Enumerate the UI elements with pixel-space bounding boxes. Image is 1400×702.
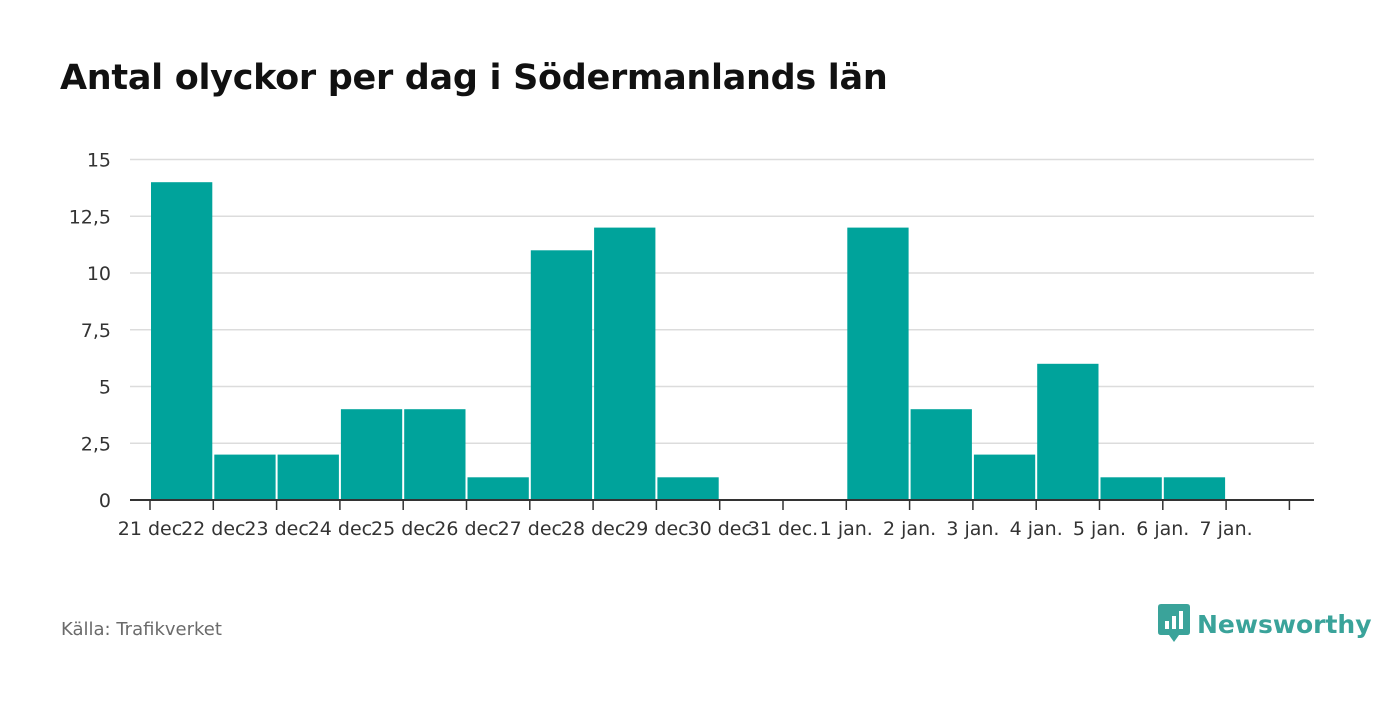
x-tick-label: 4 jan. xyxy=(1010,518,1063,540)
y-tick-label: 15 xyxy=(87,150,111,172)
x-tick-label: 7 jan. xyxy=(1200,518,1253,540)
newsworthy-logo-icon xyxy=(1158,604,1190,642)
bar xyxy=(467,477,529,500)
bar xyxy=(594,227,656,500)
x-tick-label: 2 jan. xyxy=(883,518,936,540)
brand-name: Newsworthy xyxy=(1197,609,1372,639)
x-tick-label: 27 dec xyxy=(498,518,562,540)
x-tick-label: 5 jan. xyxy=(1073,518,1126,540)
bar xyxy=(151,182,213,500)
x-axis-ticks xyxy=(149,500,1291,510)
x-tick-label: 21 dec xyxy=(118,518,182,540)
x-tick-label: 25 dec xyxy=(371,518,435,540)
x-tick-label: 6 jan. xyxy=(1136,518,1189,540)
x-tick-label: 28 dec xyxy=(561,518,625,540)
x-tick-label: 30 dec xyxy=(687,518,751,540)
x-tick-label: 1 jan. xyxy=(820,518,873,540)
y-tick-label: 10 xyxy=(87,263,111,285)
bar xyxy=(973,454,1036,500)
source-text: Källa: Trafikverket xyxy=(61,619,222,640)
y-tick-label: 12,5 xyxy=(69,206,111,228)
bar xyxy=(1037,363,1099,500)
bar xyxy=(847,227,909,500)
y-tick-label: 5 xyxy=(99,377,111,399)
x-tick-label: 26 dec xyxy=(434,518,498,540)
bar xyxy=(404,409,466,500)
chart-title: Antal olyckor per dag i Södermanlands lä… xyxy=(60,58,888,98)
newsworthy-logo[interactable]: Newsworthy xyxy=(1158,604,1372,644)
bars xyxy=(151,182,1226,500)
bar xyxy=(530,250,593,500)
x-tick-label: 23 dec xyxy=(244,518,308,540)
bar xyxy=(340,409,403,500)
y-axis-labels: 0 2,5 5 7,5 10 12,5 15 xyxy=(69,150,111,513)
x-tick-label: 3 jan. xyxy=(946,518,999,540)
x-tick-label: 24 dec xyxy=(308,518,372,540)
y-tick-label: 7,5 xyxy=(81,320,111,342)
y-tick-label: 2,5 xyxy=(81,433,111,455)
bar xyxy=(910,409,972,500)
x-tick-label: 29 dec xyxy=(624,518,688,540)
gridlines xyxy=(130,158,1314,444)
bar xyxy=(1163,477,1226,500)
bar xyxy=(214,454,276,500)
bar xyxy=(1100,477,1162,500)
bar xyxy=(277,454,339,500)
x-tick-label: 22 dec xyxy=(181,518,245,540)
bar xyxy=(657,477,719,500)
y-tick-label: 0 xyxy=(99,490,111,512)
x-tick-label: 31 dec. xyxy=(748,518,818,540)
